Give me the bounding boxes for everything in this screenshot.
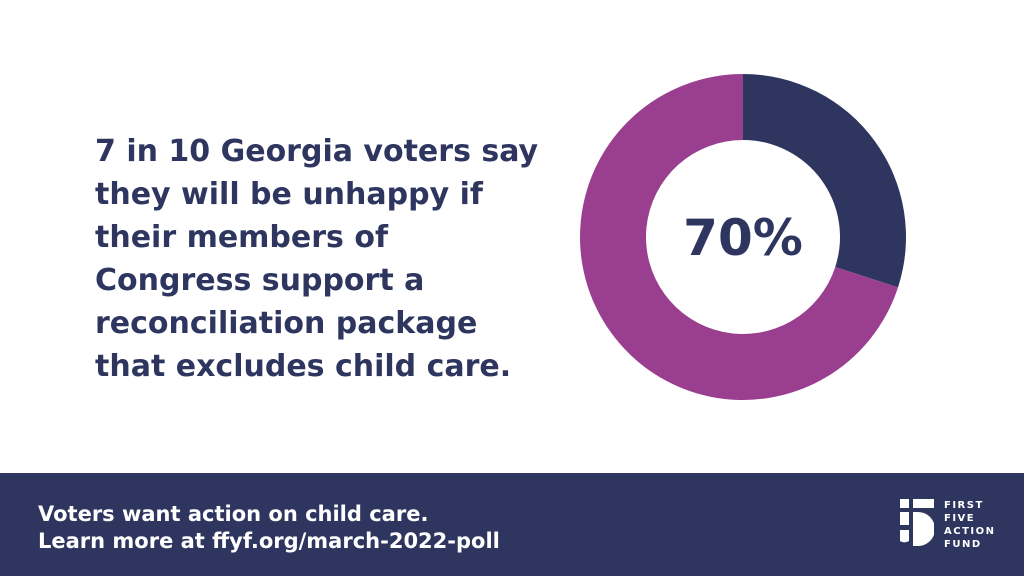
logo-mark-icon (900, 499, 934, 546)
footer-text: Voters want action on child care. Learn … (38, 501, 500, 555)
headline-line: Congress support a (95, 263, 425, 298)
headline-line: reconciliation package (95, 306, 478, 341)
headline: 7 in 10 Georgia voters say they will be … (95, 130, 565, 388)
headline-line: their members of (95, 220, 389, 255)
logo-wordmark: FIRST FIVE ACTION FUND (944, 499, 996, 551)
donut-slice-remainder (743, 74, 906, 288)
donut-slice-70 (580, 74, 899, 401)
footer-line-tagline: Voters want action on child care. (38, 502, 429, 526)
logo-word: FUND (944, 539, 982, 550)
headline-line: 7 in 10 Georgia voters say (95, 134, 539, 169)
footer-bar: Voters want action on child care. Learn … (0, 473, 1024, 576)
logo-word: FIVE (944, 513, 976, 524)
headline-line: they will be unhappy if (95, 177, 483, 212)
donut-chart: 70% (580, 74, 906, 401)
footer-line-link: Learn more at ffyf.org/march-2022-poll (38, 529, 500, 553)
donut-center-label: 70% (683, 209, 803, 267)
headline-line: that excludes child care. (95, 349, 512, 384)
logo-word: ACTION (944, 526, 996, 537)
first-five-action-fund-logo: FIRST FIVE ACTION FUND (900, 499, 1000, 553)
logo-word: FIRST (944, 500, 984, 511)
